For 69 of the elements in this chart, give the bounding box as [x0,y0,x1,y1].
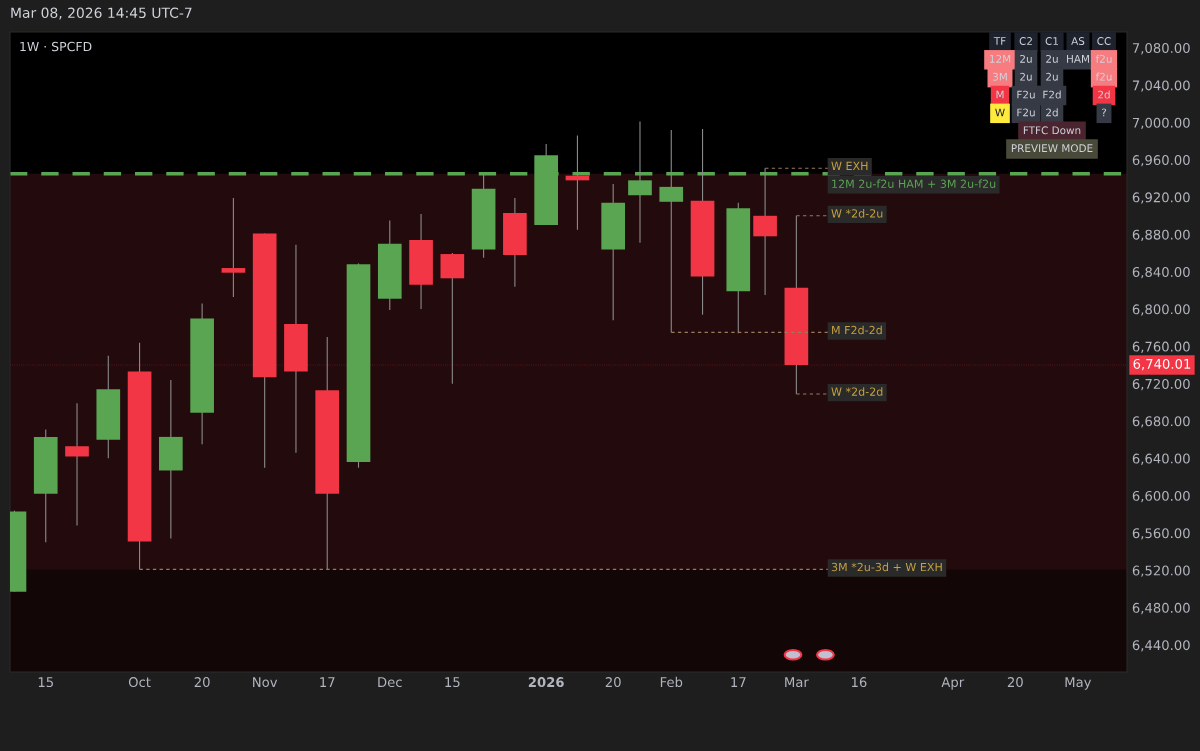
y-tick-label: 6,800.00 [1132,304,1190,316]
candlestick [221,197,246,298]
x-tick-label: 17 [731,677,746,687]
annotation: F2d [1043,90,1061,99]
annotation: 12M [990,54,1011,63]
y-tick-label: 6,440.00 [1132,640,1190,652]
y-tick-label: 6,600.00 [1132,490,1190,503]
y-tick-label: 6,560.00 [1132,528,1190,540]
annotation: W [995,108,1005,117]
y-tick-label: 7,000.00 [1132,117,1190,130]
annotation: HAM [1067,55,1089,63]
ref-line-label: 12M 2u-f2u HAM + 3M 2u-f2u [832,179,996,188]
x-tick-label: Dec [378,677,402,688]
annotation: M [996,90,1004,99]
y-tick-label: 6,960.00 [1132,155,1190,167]
annotation: CC [1097,37,1111,45]
x-tick-label: Oct [128,677,151,688]
y-tick-label: 6,480.00 [1132,602,1190,615]
annotation: 2u [1046,54,1058,63]
candlestick [753,167,777,296]
x-tick-label: 15 [445,677,460,688]
annotation: FTFC Down [1023,126,1081,135]
y-tick-label: 6,720.00 [1132,378,1190,391]
x-tick-label: 20 [194,677,210,688]
y-tick-label: 6,920.00 [1132,192,1190,204]
y-tick-label: 6,680.00 [1132,416,1190,428]
x-tick-label: 20 [605,677,621,688]
annotation: M F2d-2d [832,325,882,335]
y-tick-label: 6,520.00 [1132,565,1190,577]
annotation: F2u [1017,108,1035,117]
annotation: C1 [1045,37,1058,45]
x-tick-label: Nov [253,677,278,688]
ref-line-label: 6,740.01 [1133,358,1191,371]
x-tick-label: Apr [941,677,965,690]
annotation: 2d [1098,90,1110,99]
annotation: TF [993,37,1006,45]
annotation: C2 [1019,37,1032,45]
x-tick-label: 2026 [528,677,564,688]
annotation: f2u [1095,72,1112,81]
annotation: 2d [1046,108,1058,117]
annotation: 2u [1020,54,1032,63]
annotation: 3M *2u-3d + W EXH [831,562,942,572]
x-tick-label: Mar [785,677,809,688]
annotation: AS [1071,37,1085,45]
y-tick-label: 7,080.00 [1132,43,1190,55]
annotation: 2u [1046,72,1058,81]
y-tick-label: 6,760.00 [1132,341,1190,353]
x-tick-label: 15 [38,677,53,688]
annotation: f2u [1095,54,1112,63]
y-tick-label: 7,040.00 [1132,80,1190,92]
y-tick-label: 6,880.00 [1132,229,1190,241]
x-tick-label: 20 [1007,677,1023,688]
annotation: ? [1101,108,1107,117]
annotation: 2u [1020,72,1032,81]
annotation: W *2d-2d [831,387,883,396]
x-tick-label: May [1065,677,1092,690]
annotation: W *2d-2u [831,209,883,218]
annotation: W EXH [831,161,868,170]
x-tick-label: Feb [660,676,683,688]
annotation: F2u [1017,90,1035,99]
text: 1W · SPCFD [20,41,92,52]
text: Mar 08, 2026 14:45 UTC-7 [11,7,192,20]
y-tick-label: 6,640.00 [1132,453,1190,465]
annotation: 3M [992,72,1007,81]
x-tick-label: 16 [851,677,867,688]
annotation: PREVIEW MODE [1011,144,1093,153]
y-tick-label: 6,840.00 [1132,266,1190,279]
x-tick-label: 17 [320,677,335,687]
candlestick [65,402,89,527]
